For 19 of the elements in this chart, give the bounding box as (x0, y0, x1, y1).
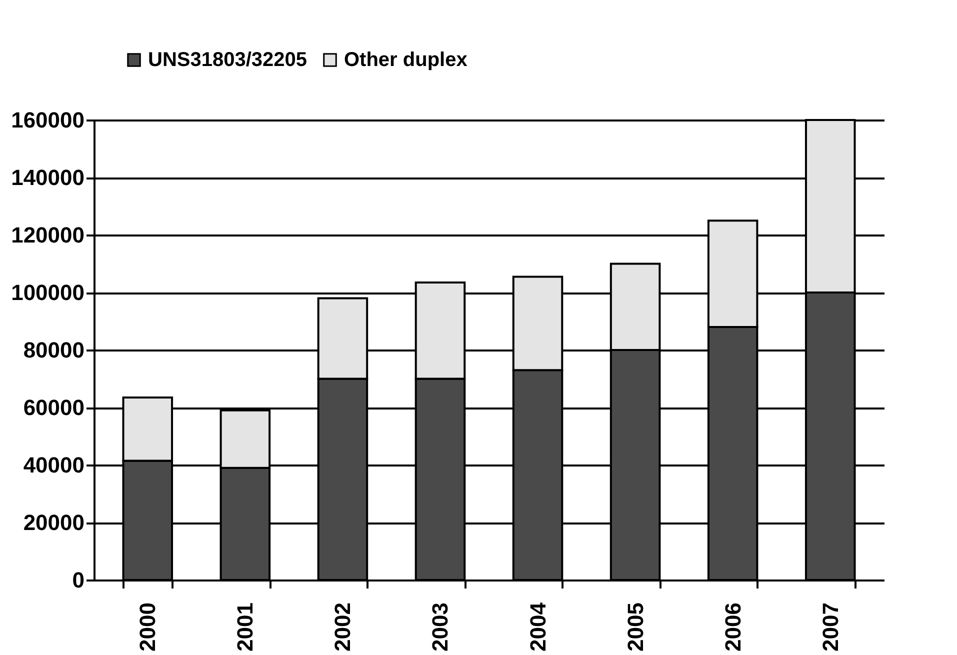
x-tick-label: 2000 (135, 602, 160, 652)
x-tick-label: 2004 (525, 602, 550, 652)
legend-label: Other duplex (344, 49, 468, 71)
legend-label: UNS31803/32205 (148, 49, 308, 71)
x-tick-label: 2007 (818, 602, 843, 652)
y-tick-label: 160000 (11, 108, 84, 132)
y-tick-label: 100000 (11, 280, 84, 305)
x-tick-label: 2006 (720, 602, 746, 652)
x-tick-label: 2002 (330, 602, 356, 652)
y-tick-label: 140000 (11, 165, 84, 190)
y-tick-label: 40000 (23, 452, 84, 478)
x-tick-label: 2003 (428, 602, 453, 652)
y-tick-label: 20000 (23, 510, 84, 535)
x-tick-label: 2005 (622, 602, 648, 652)
y-tick-label: 60000 (23, 395, 84, 420)
x-tick-label: 2001 (232, 602, 258, 652)
y-tick-label: 120000 (11, 222, 84, 248)
y-tick-label: 0 (72, 568, 84, 592)
y-tick-label: 80000 (23, 338, 84, 362)
